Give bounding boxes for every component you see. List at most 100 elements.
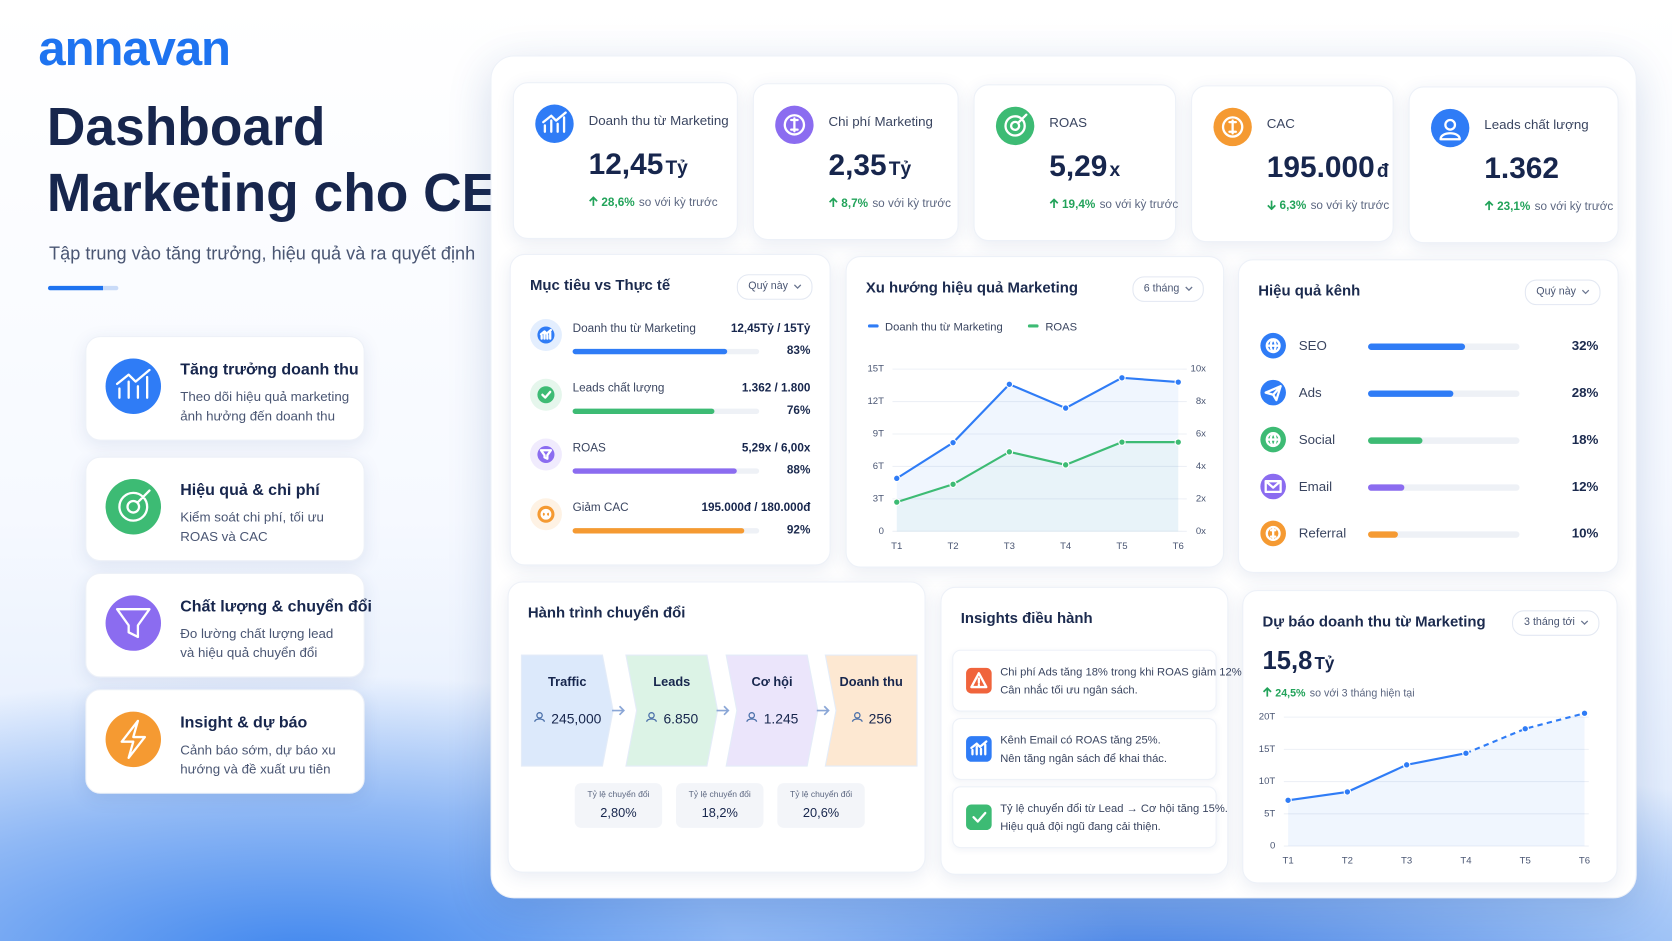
legend-label: Doanh thu từ Marketing xyxy=(885,321,1003,334)
series-area xyxy=(896,377,1179,532)
icon-glyph xyxy=(115,608,151,639)
filter-dropdown[interactable]: Quý này xyxy=(1524,279,1601,306)
user-icon xyxy=(534,712,545,722)
icon xyxy=(1260,426,1286,453)
forecast-chart: 0 5T 10T 15T 20T T1 T2 T3 T4 T5 T6 xyxy=(1259,709,1590,867)
icon-glyph xyxy=(970,740,988,756)
chevron xyxy=(793,284,802,289)
hero-title: Marketing cho CEO xyxy=(46,163,539,223)
kpi-change-row: 19,4% so với kỳ trước xyxy=(1049,198,1178,211)
filter-dropdown[interactable]: 3 tháng tới xyxy=(1512,610,1600,636)
chevron xyxy=(1580,620,1589,626)
icon-glyph xyxy=(1264,385,1282,402)
insight-text: Nên tăng ngân sách để khai thác. xyxy=(1000,752,1168,765)
x-tick-label: T3 xyxy=(1401,856,1412,867)
icon-glyph xyxy=(539,449,553,460)
user-path xyxy=(534,712,545,722)
icon-glyph xyxy=(1265,338,1281,354)
data-point xyxy=(949,480,957,489)
icon-glyph xyxy=(1265,432,1281,448)
kpi-value-row: 5,29 x xyxy=(1049,149,1120,183)
user-icon xyxy=(646,712,658,722)
kpi-card: Doanh thu từ Marketing 12,45 Tỷ 28,6% so với… xyxy=(512,82,738,239)
data-point xyxy=(1284,796,1292,805)
feature-title: Chất lượng & chuyển đổi xyxy=(180,597,373,616)
kpi-unit: đ xyxy=(1376,160,1389,182)
kpi-unit: Tỷ xyxy=(888,157,912,180)
legend-swatch xyxy=(1028,324,1039,328)
y-tick-label: 15T xyxy=(867,364,884,375)
icon-glyph xyxy=(970,672,988,689)
y-tick-label: 10T xyxy=(1259,776,1276,787)
user-path xyxy=(851,712,863,722)
channel-value: 10% xyxy=(1571,525,1599,541)
trend-arrow xyxy=(1262,686,1272,697)
chevron-path xyxy=(793,284,802,289)
feature-title: Tăng trưởng doanh thu xyxy=(180,360,359,379)
stage-value-row: 245,000 xyxy=(521,711,613,727)
feature-desc: Cảnh báo sớm, dự báo xu hướng và đề xuất… xyxy=(180,742,336,777)
chevron xyxy=(1185,286,1193,292)
icon-glyph xyxy=(972,811,987,823)
y2-tick-label: 6x xyxy=(1196,429,1206,440)
icon-glyph xyxy=(541,390,552,399)
goal-label: ROAS xyxy=(572,441,606,455)
channel-name: Social xyxy=(1298,432,1336,448)
goal-icon xyxy=(529,319,562,352)
series-line xyxy=(1465,712,1585,755)
channel-name: Referral xyxy=(1298,525,1347,541)
filter-dropdown[interactable]: 6 tháng xyxy=(1132,276,1204,302)
kpi-unit: x xyxy=(1109,158,1121,181)
icon-bg xyxy=(1430,108,1470,148)
trend-arrow xyxy=(828,197,838,207)
funnel-card: Hành trình chuyển đổi Traffic 245,000 Leads… xyxy=(507,581,926,873)
card-title: Mục tiêu vs Thực tế xyxy=(529,276,671,294)
icon xyxy=(537,326,555,344)
y2-tick-label: 4x xyxy=(1196,461,1206,472)
goal-progress: 1.362 / 1.800 xyxy=(741,381,811,395)
user-path xyxy=(646,712,658,722)
kpi-value: 12,45 xyxy=(588,147,664,181)
kpi-card: Leads chất lượng 1.362 23,1% so với kỳ trướ… xyxy=(1408,86,1619,244)
feature-desc: Kiểm soát chi phí, tối ưu ROAS và CAC xyxy=(180,509,324,545)
icon xyxy=(1430,108,1470,148)
icon-glyph xyxy=(120,719,146,760)
kpi-change-row: 23,1% so với kỳ trước xyxy=(1484,200,1613,213)
channel-value: 28% xyxy=(1571,385,1599,401)
icon-glyph xyxy=(1221,116,1244,138)
stage-value-row: 256 xyxy=(825,711,917,727)
kpi-change: 19,4% xyxy=(1062,198,1096,212)
y-tick-label: 12T xyxy=(867,396,884,407)
arrow-path xyxy=(589,196,598,206)
icon xyxy=(537,505,555,523)
icon-bg xyxy=(537,326,555,344)
channel-bar xyxy=(1368,531,1399,538)
arrow-path xyxy=(1267,200,1276,211)
icon xyxy=(537,386,555,404)
legend: Doanh thu từ Marketing ROAS xyxy=(867,321,1077,334)
channel-bar xyxy=(1368,343,1465,350)
trend-arrow xyxy=(1049,198,1059,209)
icon-bg xyxy=(105,711,162,768)
y2-tick-label: 2x xyxy=(1196,493,1206,504)
icon-bg xyxy=(537,386,555,404)
forecast-change: 24,5% xyxy=(1275,688,1306,700)
x-tick-label: T1 xyxy=(1282,856,1293,867)
y-tick-label: 9T xyxy=(873,429,884,440)
data-point xyxy=(1402,761,1411,769)
filter-dropdown[interactable]: Quý này xyxy=(736,274,813,300)
series-area xyxy=(1288,753,1466,847)
x-tick-label: T3 xyxy=(1004,541,1015,552)
icon-bg xyxy=(966,736,992,762)
icon xyxy=(966,667,992,694)
x-tick-label: T1 xyxy=(891,541,902,552)
legend-swatch xyxy=(867,324,879,328)
kpi-label: CAC xyxy=(1266,116,1295,132)
stage-value: 1.245 xyxy=(763,710,799,727)
goal-percent: 83% xyxy=(786,344,811,358)
kpi-label: ROAS xyxy=(1049,115,1088,131)
channel-name: SEO xyxy=(1298,338,1327,354)
kpi-note: so với kỳ trước xyxy=(638,196,718,210)
kpi-card: CAC 195.000 đ 6,3% so với kỳ trước xyxy=(1191,85,1394,243)
